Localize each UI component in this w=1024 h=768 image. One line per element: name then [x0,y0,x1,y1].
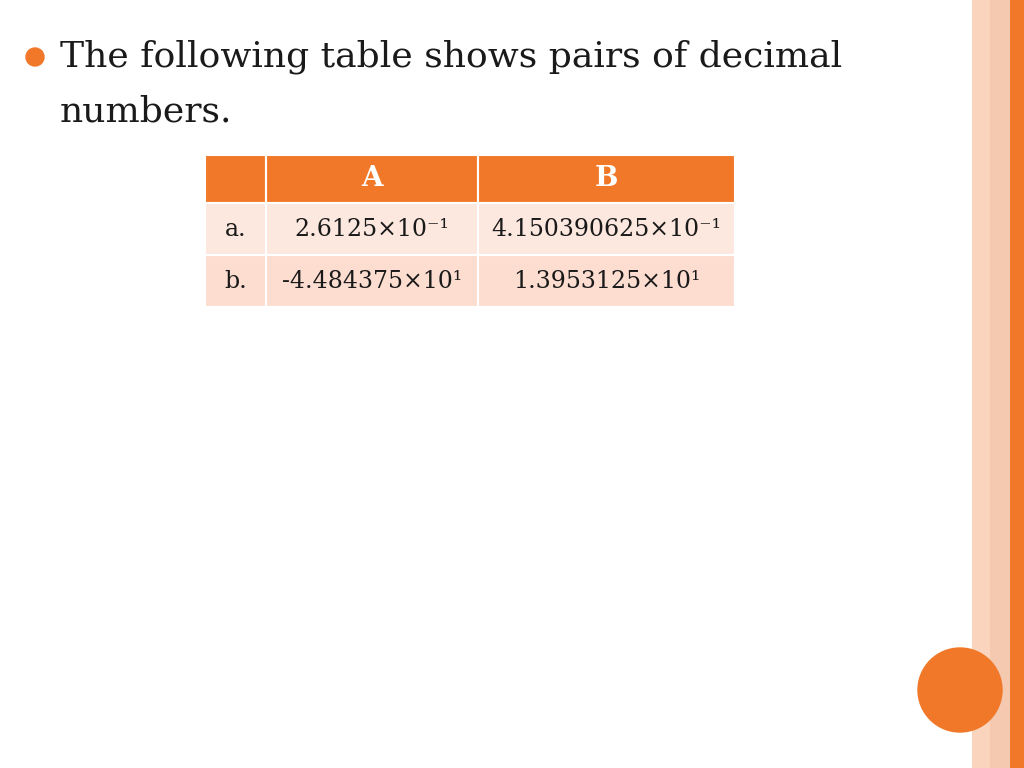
Circle shape [26,48,44,66]
Bar [478,155,735,203]
Bar [205,155,266,203]
Bar [990,0,1010,768]
Text: 4.150390625×10⁻¹: 4.150390625×10⁻¹ [492,217,722,240]
Bar [205,203,266,255]
Text: -4.484375×10¹: -4.484375×10¹ [282,270,462,293]
Bar [478,255,735,307]
Text: 1.3953125×10¹: 1.3953125×10¹ [513,270,700,293]
Bar [478,203,735,255]
Bar [972,0,990,768]
Bar [1010,0,1024,768]
Text: b.: b. [224,270,247,293]
Text: a.: a. [224,217,247,240]
Circle shape [918,648,1002,732]
Text: The following table shows pairs of decimal: The following table shows pairs of decim… [60,40,843,74]
Text: numbers.: numbers. [60,95,232,129]
Text: B: B [595,165,618,193]
Text: A: A [361,165,383,193]
Bar [205,255,266,307]
Bar [266,203,478,255]
Bar [266,255,478,307]
Text: 2.6125×10⁻¹: 2.6125×10⁻¹ [295,217,450,240]
Bar [266,155,478,203]
